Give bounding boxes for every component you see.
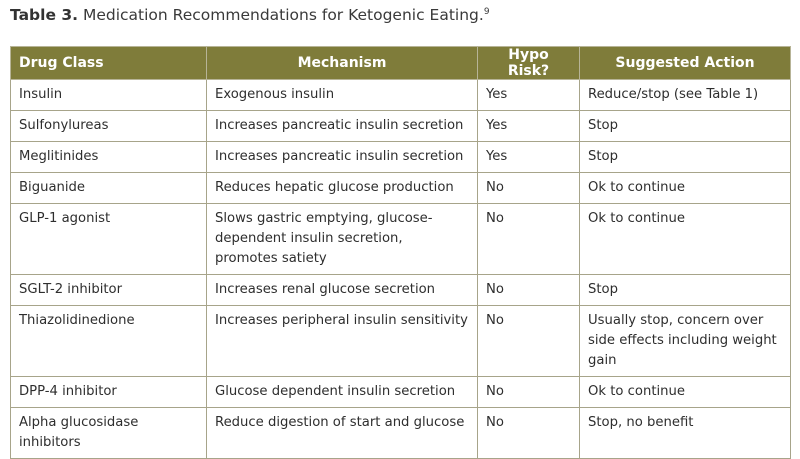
header-drug-class: Drug Class (10, 46, 207, 80)
table-row: Thiazolidinedione Increases peripheral i… (10, 305, 791, 377)
hypo-risk-cell: No (477, 407, 580, 459)
hypo-risk-cell: No (477, 376, 580, 408)
mechanism-cell: Reduces hepatic glucose production (206, 172, 478, 204)
table-caption: Medication Recommendations for Ketogenic… (82, 6, 484, 24)
table-row: Alpha glucosidase inhibitors Reduce dige… (10, 407, 791, 459)
suggested-action-cell: Stop (579, 274, 791, 306)
table-row: Sulfonylureas Increases pancreatic insul… (10, 110, 791, 142)
table-number: Table 3. (10, 6, 79, 24)
table-title: Table 3. Medication Recommendations for … (10, 6, 490, 24)
footnote-reference: 9 (483, 6, 490, 17)
mechanism-cell: Reduce digestion of start and glucose (206, 407, 478, 459)
hypo-risk-cell: Yes (477, 79, 580, 111)
hypo-risk-cell: Yes (477, 110, 580, 142)
mechanism-cell: Glucose dependent insulin secretion (206, 376, 478, 408)
suggested-action-cell: Usually stop, concern over side effects … (579, 305, 791, 377)
mechanism-cell: Increases peripheral insulin sensitivity (206, 305, 478, 377)
table-row: GLP-1 agonist Slows gastric emptying, gl… (10, 203, 791, 275)
table-row: Biguanide Reduces hepatic glucose produc… (10, 172, 791, 204)
drug-class-cell: DPP-4 inhibitor (10, 376, 207, 408)
header-hypo-risk: Hypo Risk? (477, 46, 580, 80)
suggested-action-cell: Ok to continue (579, 376, 791, 408)
drug-class-cell: Alpha glucosidase inhibitors (10, 407, 207, 459)
suggested-action-cell: Stop, no benefit (579, 407, 791, 459)
header-row: Drug Class Mechanism Hypo Risk? Suggeste… (10, 46, 791, 80)
hypo-risk-cell: No (477, 274, 580, 306)
hypo-risk-cell: No (477, 203, 580, 275)
hypo-risk-cell: Yes (477, 141, 580, 173)
drug-class-cell: Insulin (10, 79, 207, 111)
mechanism-cell: Slows gastric emptying, glucose-dependen… (206, 203, 478, 275)
mechanism-cell: Increases pancreatic insulin secretion (206, 110, 478, 142)
suggested-action-cell: Ok to continue (579, 172, 791, 204)
drug-class-cell: Meglitinides (10, 141, 207, 173)
drug-class-cell: Thiazolidinedione (10, 305, 207, 377)
table-row: SGLT-2 inhibitor Increases renal glucose… (10, 274, 791, 306)
hypo-risk-cell: No (477, 305, 580, 377)
suggested-action-cell: Ok to continue (579, 203, 791, 275)
suggested-action-cell: Reduce/stop (see Table 1) (579, 79, 791, 111)
header-suggested-action: Suggested Action (579, 46, 791, 80)
header-mechanism: Mechanism (206, 46, 478, 80)
suggested-action-cell: Stop (579, 141, 791, 173)
mechanism-cell: Increases renal glucose secretion (206, 274, 478, 306)
medication-table: Drug Class Mechanism Hypo Risk? Suggeste… (10, 46, 791, 459)
mechanism-cell: Increases pancreatic insulin secretion (206, 141, 478, 173)
drug-class-cell: SGLT-2 inhibitor (10, 274, 207, 306)
table-row: Meglitinides Increases pancreatic insuli… (10, 141, 791, 173)
drug-class-cell: GLP-1 agonist (10, 203, 207, 275)
drug-class-cell: Biguanide (10, 172, 207, 204)
suggested-action-cell: Stop (579, 110, 791, 142)
table-row: Insulin Exogenous insulin Yes Reduce/sto… (10, 79, 791, 111)
drug-class-cell: Sulfonylureas (10, 110, 207, 142)
table-row: DPP-4 inhibitor Glucose dependent insuli… (10, 376, 791, 408)
mechanism-cell: Exogenous insulin (206, 79, 478, 111)
hypo-risk-cell: No (477, 172, 580, 204)
